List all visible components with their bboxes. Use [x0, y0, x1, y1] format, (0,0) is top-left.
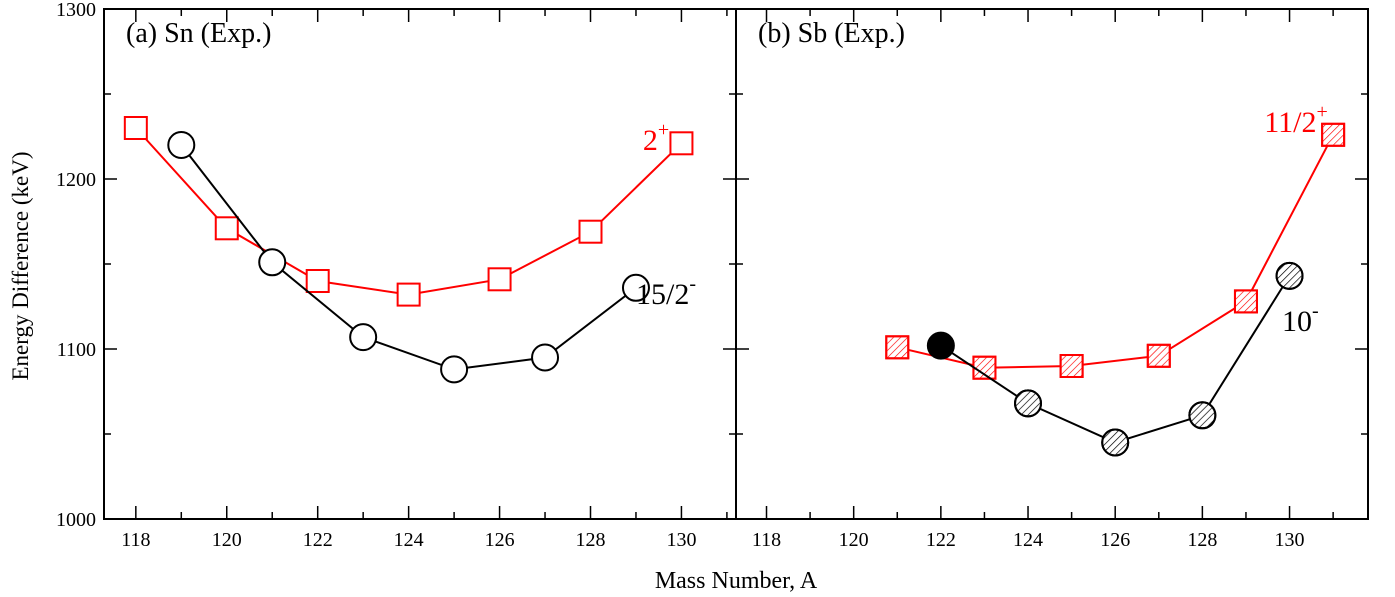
square-marker	[578, 219, 603, 244]
series-line	[135, 127, 683, 296]
circle-marker	[440, 355, 469, 384]
circle-marker	[349, 323, 378, 352]
x-tick-label: 122	[926, 529, 956, 551]
y-tick-label: 1000	[56, 509, 96, 531]
x-tick-label: 120	[839, 529, 869, 551]
series-2+: 2+	[123, 116, 694, 307]
y-tick-label: 1200	[56, 169, 96, 191]
filled-circle-marker	[926, 331, 955, 360]
square-marker	[305, 269, 330, 293]
x-tick-label: 130	[1275, 529, 1305, 551]
circle-marker	[258, 248, 287, 277]
series-label: 2+	[643, 119, 669, 157]
x-tick-label: 120	[212, 529, 242, 551]
square-marker-hatch	[1233, 289, 1258, 314]
series-label: 11/2+	[1264, 101, 1328, 139]
x-tick-label: 130	[666, 529, 696, 551]
panel-title: (b) Sb (Exp.)	[758, 18, 905, 49]
circle-marker-hatch	[1275, 261, 1304, 290]
plot-frame	[103, 8, 737, 520]
plot-frame	[735, 8, 1369, 520]
circle-marker-hatch	[1101, 428, 1130, 457]
square-marker	[396, 282, 421, 307]
x-tick-label: 128	[1187, 529, 1217, 551]
series-label: 15/2-	[636, 273, 696, 311]
y-axis-label: Energy Difference (keV)	[8, 151, 33, 380]
square-marker-hatch	[1059, 354, 1084, 378]
square-marker-hatch	[1146, 343, 1171, 368]
x-tick-label: 118	[121, 529, 150, 551]
x-tick-label: 128	[576, 529, 606, 551]
panel-sn: 118 120 122 124 126 128 130 1000 1100 1200 1300 (a)…	[56, 0, 737, 551]
square-marker	[669, 131, 694, 156]
series-label: 10-	[1282, 300, 1319, 338]
circle-marker	[531, 343, 560, 372]
square-marker	[123, 116, 148, 140]
x-tick-label: 126	[485, 529, 515, 551]
series-line	[897, 134, 1335, 369]
circle-marker	[621, 273, 650, 302]
series-line	[180, 144, 637, 371]
x-axis-label: Mass Number, A	[655, 568, 818, 594]
square-marker-hatch	[1321, 122, 1346, 147]
square-marker-hatch	[885, 335, 910, 360]
y-tick-label: 1300	[56, 0, 96, 21]
x-tick-label: 124	[394, 529, 424, 551]
panel-sb: 118 120 122 124 126 128 130 (b) Sb (Exp.) 11/2+ 1…	[735, 8, 1369, 551]
panel-title: (a) Sn (Exp.)	[126, 18, 271, 49]
x-tick-label: 122	[303, 529, 333, 551]
series-15/2-: 15/2-	[167, 131, 696, 384]
series-10-: 10-	[926, 261, 1319, 457]
square-marker	[214, 216, 239, 241]
circle-marker-hatch	[1014, 389, 1043, 418]
circle-marker-hatch	[1188, 401, 1217, 430]
circle-marker	[167, 131, 196, 159]
series-11/2+: 11/2+	[885, 101, 1346, 380]
x-tick-label: 126	[1100, 529, 1130, 551]
square-marker	[487, 267, 512, 292]
x-tick-label: 118	[752, 529, 781, 551]
x-tick-label: 124	[1013, 529, 1043, 551]
y-tick-label: 1100	[57, 339, 96, 361]
